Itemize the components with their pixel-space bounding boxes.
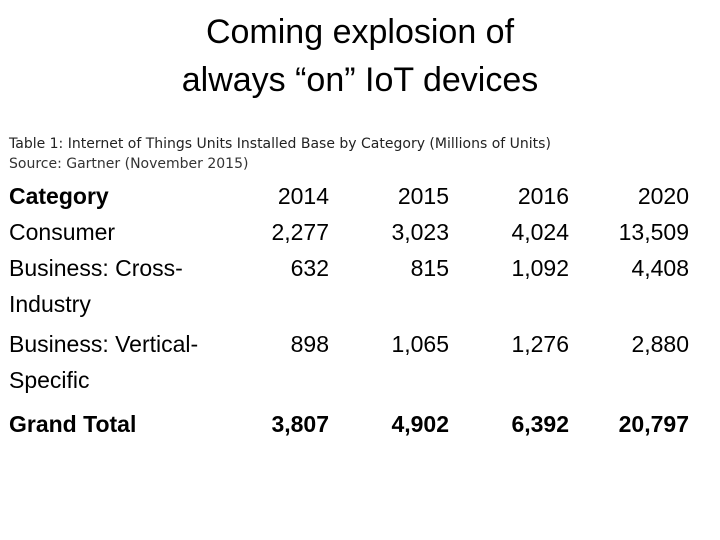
header-2020: 2020 xyxy=(637,183,689,209)
cell-2015: 1,065 xyxy=(391,331,449,357)
slide-title: Coming explosion of always “on” IoT devi… xyxy=(0,8,720,104)
row-category: Grand Total xyxy=(9,411,137,437)
cell-2015: 4,902 xyxy=(391,411,449,437)
cell-2020: 13,509 xyxy=(618,219,689,245)
cell-2014: 632 xyxy=(290,255,329,281)
table-row-grand-total: Grand Total 3,807 4,902 6,392 20,797 xyxy=(9,398,689,442)
table-caption: Table 1: Internet of Things Units Instal… xyxy=(9,136,551,152)
iot-units-table: Category 2014 2015 2016 2020 Consumer 2,… xyxy=(9,178,689,442)
cell-2016: 1,092 xyxy=(511,255,569,281)
cell-2015: 3,023 xyxy=(391,219,449,245)
header-2015: 2015 xyxy=(397,183,449,209)
row-category: Business: Vertical-Specific xyxy=(9,331,199,393)
slide-title-line-2: always “on” IoT devices xyxy=(181,61,539,99)
table-source: Source: Gartner (November 2015) xyxy=(9,156,249,172)
table-header-row: Category 2014 2015 2016 2020 xyxy=(9,178,689,214)
header-2014: 2014 xyxy=(277,183,329,209)
table-row-consumer: Consumer 2,277 3,023 4,024 13,509 xyxy=(9,214,689,250)
row-category: Consumer xyxy=(9,219,116,245)
table-caption-block: Table 1: Internet of Things Units Instal… xyxy=(9,134,551,174)
cell-2020: 2,880 xyxy=(631,331,689,357)
table-row-business-vertical-specific: Business: Vertical-Specific 898 1,065 1,… xyxy=(9,322,689,398)
table-row-business-cross-industry: Business: Cross-Industry 632 815 1,092 4… xyxy=(9,250,689,322)
cell-2014: 3,807 xyxy=(271,411,329,437)
cell-2020: 4,408 xyxy=(631,255,689,281)
cell-2014: 2,277 xyxy=(271,219,329,245)
slide-title-line-1: Coming explosion of xyxy=(205,13,515,51)
header-2016: 2016 xyxy=(517,183,569,209)
cell-2014: 898 xyxy=(290,331,329,357)
cell-2016: 6,392 xyxy=(511,411,569,437)
cell-2016: 1,276 xyxy=(511,331,569,357)
cell-2016: 4,024 xyxy=(511,219,569,245)
header-category: Category xyxy=(9,183,109,209)
row-category: Business: Cross-Industry xyxy=(9,255,183,317)
cell-2015: 815 xyxy=(410,255,449,281)
cell-2020: 20,797 xyxy=(618,411,689,437)
